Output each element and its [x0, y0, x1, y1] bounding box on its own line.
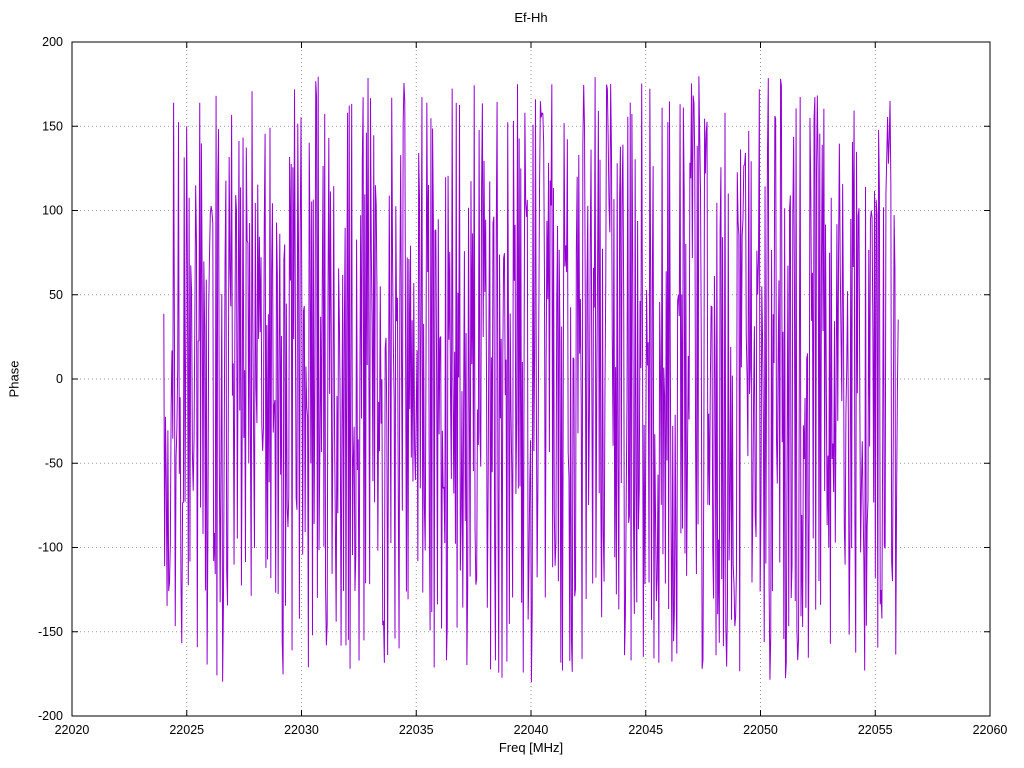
x-tick-label: 22060: [973, 723, 1008, 737]
y-tick-label: 150: [42, 119, 63, 133]
x-tick-label: 22050: [743, 723, 778, 737]
chart-title: Ef-Hh: [514, 10, 548, 25]
y-tick-label: 50: [49, 288, 63, 302]
x-tick-label: 22035: [399, 723, 434, 737]
y-tick-label: 0: [56, 372, 63, 386]
y-tick-label: -100: [38, 541, 63, 555]
x-tick-label: 22020: [55, 723, 90, 737]
x-tick-label: 22055: [858, 723, 893, 737]
y-tick-label: -200: [38, 709, 63, 723]
x-tick-label: 22025: [169, 723, 204, 737]
x-axis-label: Freq [MHz]: [498, 740, 564, 755]
y-tick-label: -50: [45, 456, 63, 470]
x-tick-label: 22045: [628, 723, 663, 737]
x-tick-label: 22040: [514, 723, 549, 737]
y-tick-label: 200: [42, 35, 63, 49]
y-tick-label: 100: [42, 204, 63, 218]
phase-series-line: [163, 76, 899, 683]
x-tick-label: 22030: [284, 723, 319, 737]
y-tick-label: -150: [38, 625, 63, 639]
